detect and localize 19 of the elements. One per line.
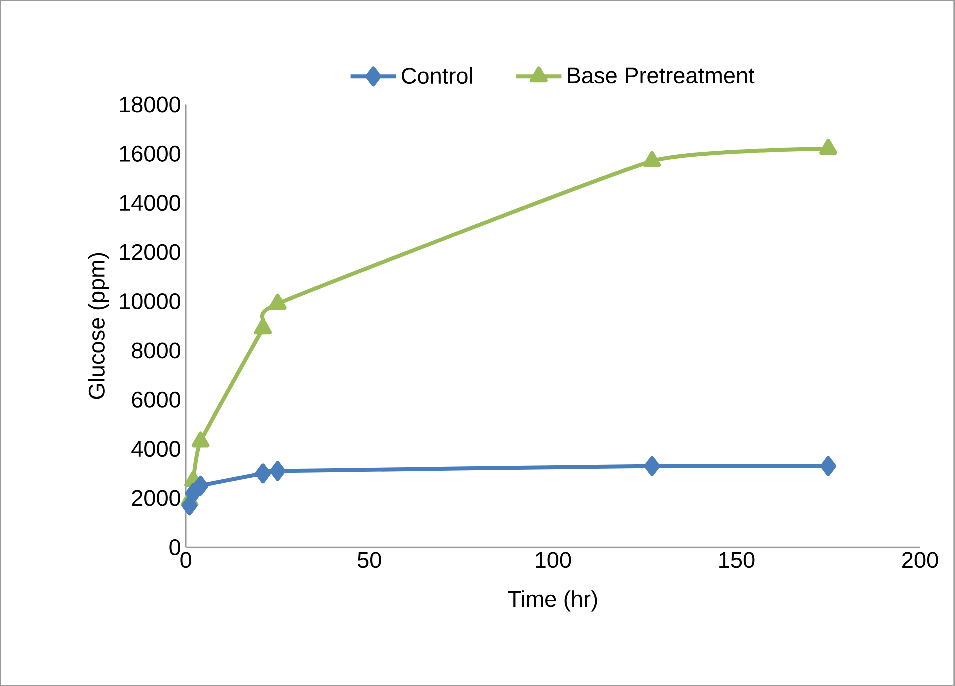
y-tick-label: 10000 [120, 293, 181, 310]
x-tick-label: 200 [902, 552, 938, 568]
x-tick-label: 50 [358, 552, 382, 568]
y-axis-title: Glucose (ppm) [88, 253, 110, 399]
legend-label: Control [402, 67, 472, 84]
y-tick-label: 4000 [132, 440, 181, 457]
y-tick-label: 16000 [120, 146, 181, 162]
legend-label: Base Pretreatment [568, 68, 755, 84]
y-tick-label: 8000 [132, 342, 181, 359]
x-tick-label: 150 [720, 552, 755, 568]
x-tick-label: 0 [180, 552, 192, 568]
x-axis-title: Time (hr) [508, 590, 598, 612]
x-tick-label: 100 [536, 552, 572, 568]
y-tick-label: 0 [170, 539, 181, 556]
y-tick-label: 6000 [132, 392, 181, 408]
y-tick-label: 14000 [120, 194, 181, 211]
y-tick-label: 2000 [132, 490, 181, 506]
y-tick-label: 18000 [120, 96, 181, 113]
y-tick-label: 12000 [120, 244, 181, 260]
